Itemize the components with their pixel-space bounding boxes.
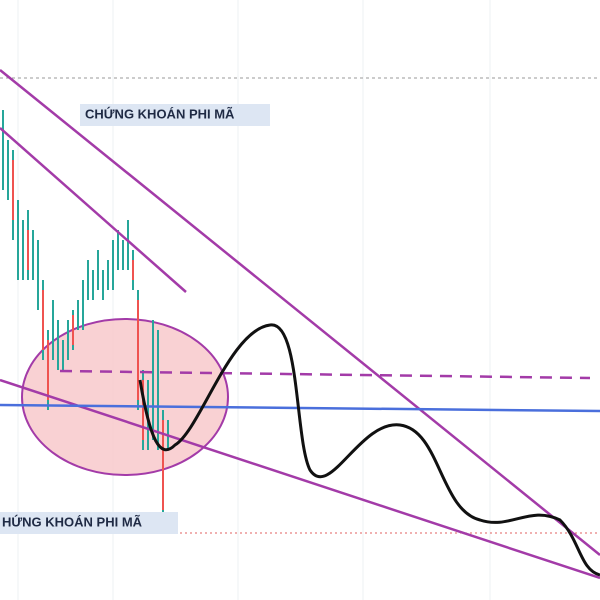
trendline xyxy=(0,378,600,580)
trendline xyxy=(0,69,600,556)
watermark: HỨNG KHOÁN PHI MÃ xyxy=(2,514,143,529)
dashed-level xyxy=(59,369,591,380)
watermark-bg xyxy=(0,512,178,534)
projection-curve xyxy=(138,323,600,577)
candles xyxy=(2,110,169,520)
support-line xyxy=(0,403,600,413)
watermark: CHỨNG KHOÁN PHI MÃ xyxy=(85,106,235,121)
trendline xyxy=(0,127,187,293)
candle-body xyxy=(12,160,164,510)
highlight-ellipse xyxy=(21,318,229,476)
trendlines xyxy=(0,69,600,580)
watermark-bg xyxy=(80,104,270,126)
